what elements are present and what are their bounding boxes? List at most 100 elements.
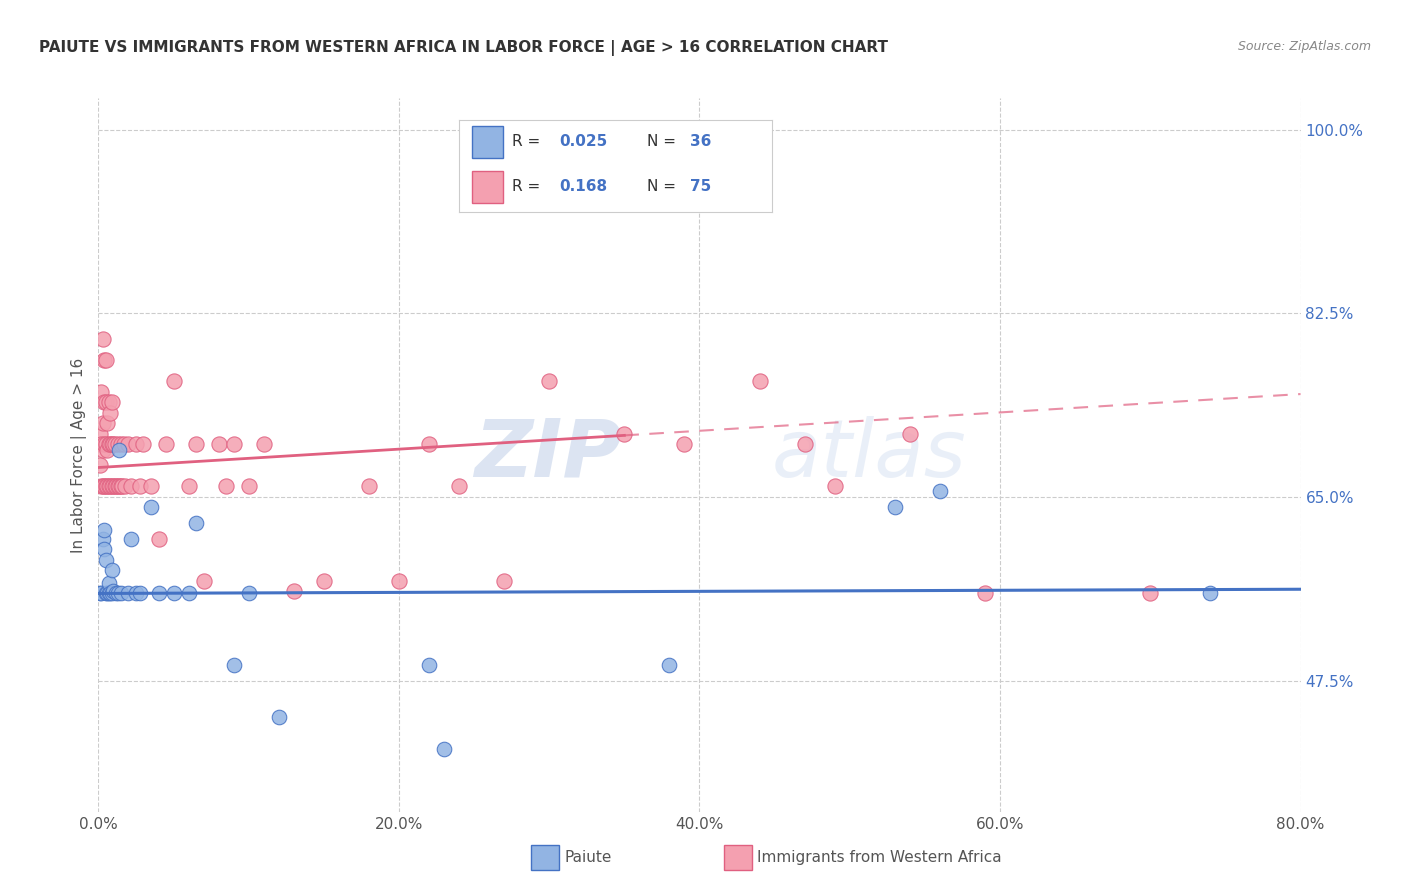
Point <box>447 479 470 493</box>
Point <box>101 586 124 600</box>
Text: Source: ZipAtlas.com: Source: ZipAtlas.com <box>1237 40 1371 54</box>
Point <box>793 437 815 451</box>
Point <box>110 437 132 451</box>
Text: atlas: atlas <box>772 416 966 494</box>
Point <box>139 500 162 515</box>
Point <box>96 586 118 600</box>
Point <box>93 479 115 493</box>
Point <box>129 586 152 600</box>
Point <box>748 375 770 389</box>
Point <box>104 479 127 493</box>
Point <box>673 437 696 451</box>
Point <box>974 586 997 600</box>
Point <box>117 437 139 451</box>
Point <box>193 574 215 588</box>
Point <box>93 395 115 409</box>
Point <box>117 586 139 600</box>
Point <box>100 479 122 493</box>
Point <box>90 586 112 600</box>
Point <box>238 586 260 600</box>
Point <box>91 479 114 493</box>
Point <box>125 586 148 600</box>
Point <box>94 353 117 368</box>
Point <box>97 576 120 591</box>
Point <box>97 479 120 493</box>
Point <box>111 479 134 493</box>
Point <box>312 574 335 588</box>
Point <box>418 657 440 672</box>
Point <box>222 437 245 451</box>
Point <box>103 584 125 599</box>
Text: Immigrants from Western Africa: Immigrants from Western Africa <box>758 850 1002 865</box>
Text: Paiute: Paiute <box>565 850 612 865</box>
Point <box>112 437 135 451</box>
Point <box>94 479 117 493</box>
Point <box>91 532 114 546</box>
Point <box>121 532 143 546</box>
Point <box>658 657 681 672</box>
Point <box>101 395 124 409</box>
Point <box>103 479 125 493</box>
Point <box>105 479 128 493</box>
Point <box>89 426 111 441</box>
Point <box>177 586 200 600</box>
Point <box>94 395 117 409</box>
Text: 75: 75 <box>690 178 711 194</box>
Point <box>94 553 117 567</box>
Text: N =: N = <box>647 178 676 194</box>
Point <box>253 437 276 451</box>
Point <box>91 417 114 431</box>
Point <box>494 574 516 588</box>
Point <box>222 657 245 672</box>
Point <box>114 479 136 493</box>
Point <box>91 442 114 457</box>
Point <box>107 437 129 451</box>
Point <box>93 524 115 538</box>
Point <box>110 479 132 493</box>
Point <box>89 586 111 600</box>
Bar <box>471 170 503 203</box>
Point <box>267 710 290 724</box>
Point <box>100 406 122 420</box>
Point <box>101 479 124 493</box>
Point <box>538 375 561 389</box>
Point <box>108 479 131 493</box>
Point <box>108 442 131 457</box>
Point <box>97 437 120 451</box>
Text: PAIUTE VS IMMIGRANTS FROM WESTERN AFRICA IN LABOR FORCE | AGE > 16 CORRELATION C: PAIUTE VS IMMIGRANTS FROM WESTERN AFRICA… <box>39 40 889 56</box>
Point <box>101 437 124 451</box>
Point <box>94 437 117 451</box>
Point <box>94 586 117 600</box>
Point <box>96 442 118 457</box>
Text: R =: R = <box>512 135 540 149</box>
Point <box>162 586 184 600</box>
Point <box>155 437 177 451</box>
Point <box>883 500 905 515</box>
Point <box>101 563 124 577</box>
Point <box>93 542 115 557</box>
Point <box>824 479 846 493</box>
Point <box>148 532 170 546</box>
Point <box>129 479 152 493</box>
Point <box>1199 586 1222 600</box>
Point <box>139 479 162 493</box>
Point <box>100 586 122 600</box>
Point <box>433 741 456 756</box>
Point <box>89 458 111 473</box>
Point <box>208 437 231 451</box>
Point <box>93 353 115 368</box>
Point <box>929 483 952 498</box>
Point <box>97 395 120 409</box>
Point <box>110 586 132 600</box>
Point <box>107 586 129 600</box>
Point <box>90 437 112 451</box>
Point <box>103 437 125 451</box>
Point <box>105 586 128 600</box>
Text: ZIP: ZIP <box>474 416 621 494</box>
Bar <box>471 126 503 159</box>
Point <box>104 437 127 451</box>
Point <box>418 437 440 451</box>
Point <box>121 479 143 493</box>
Point <box>215 479 238 493</box>
Y-axis label: In Labor Force | Age > 16: In Labor Force | Age > 16 <box>72 358 87 552</box>
